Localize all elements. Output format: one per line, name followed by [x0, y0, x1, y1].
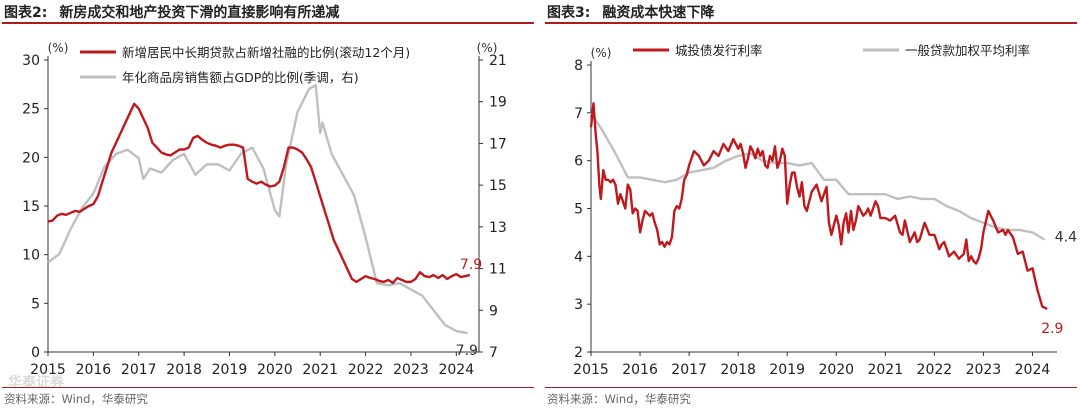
y-right-tick-label: 11: [489, 262, 507, 278]
y-right-tick-label: 19: [489, 95, 507, 111]
x-tick-label: 2018: [720, 362, 756, 378]
title-bar: 图表2: 新房成交和地产投资下滑的直接影响有所递减: [2, 0, 534, 24]
y-axis-right-unit: (%): [477, 41, 498, 55]
x-tick-label: 2021: [867, 362, 903, 378]
series-end-label: 7.9: [460, 257, 482, 273]
line-chart-financing-cost: 2 3 4 5 6 7 8 (%) 2015 2016 2017 2018 2019 2020 2021 20…: [573, 43, 1077, 378]
y-right-tick-label: 13: [489, 220, 507, 236]
source-note: 资料来源：Wind，华泰研究: [4, 392, 148, 406]
legend-label: 一般贷款加权平均利率: [905, 43, 1030, 58]
title-bar: 图表3: 融资成本快速下降: [545, 0, 1077, 24]
x-tick-label: 2024: [1015, 362, 1051, 378]
x-tick-label: 2023: [393, 362, 429, 378]
series-line-gray: [47, 83, 468, 335]
y-axis-left-unit: (%): [48, 41, 69, 55]
chart-panel-left: 图表2: 新房成交和地产投资下滑的直接影响有所递减 0 5 10 15 20 25 30 (%)…: [2, 0, 534, 409]
legend-label: 城投债发行利率: [675, 43, 763, 58]
x-tick-label: 2022: [917, 362, 953, 378]
y-tick-label: 30: [22, 53, 40, 69]
source-bar: 资料来源：Wind，华泰研究: [545, 387, 1077, 408]
x-tick-label: 2016: [76, 362, 112, 378]
x-tick-label: 2015: [30, 362, 66, 378]
x-tick-label: 2020: [818, 362, 854, 378]
x-tick-label: 2015: [573, 362, 609, 378]
y-tick-label: 25: [22, 102, 40, 118]
x-tick-label: 2022: [348, 362, 384, 378]
y-right-tick-label: 17: [489, 136, 507, 152]
y-tick-label: 8: [574, 58, 583, 74]
y-right-tick-label: 15: [489, 178, 507, 194]
figure-title: 融资成本快速下降: [602, 5, 715, 21]
series-end-label: 2.9: [1041, 321, 1063, 337]
x-tick-label: 2018: [166, 362, 202, 378]
legend-label: 年化商品房销售额占GDP的比例(季调，右): [122, 70, 359, 85]
y-tick-label: 3: [574, 297, 583, 313]
figure-number: 图表2:: [4, 5, 48, 21]
y-tick-label: 6: [574, 154, 583, 170]
x-tick-label: 2016: [622, 362, 658, 378]
x-tick-label: 2017: [121, 362, 157, 378]
x-tick-label: 2020: [257, 362, 293, 378]
y-tick-label: 20: [22, 150, 40, 166]
y-tick-label: 7: [574, 106, 583, 122]
series-end-label: 4.4: [1055, 230, 1077, 246]
chart-title: 图表2: 新房成交和地产投资下滑的直接影响有所递减: [4, 2, 339, 22]
x-tick-label: 2023: [966, 362, 1002, 378]
chart-title: 图表3: 融资成本快速下降: [547, 2, 714, 22]
y-tick-label: 0: [31, 345, 40, 361]
y-axis-left-unit: (%): [591, 46, 612, 60]
y-tick-label: 2: [574, 345, 583, 361]
x-tick-label: 2019: [769, 362, 805, 378]
chart-panel-right: 图表3: 融资成本快速下降 2 3 4 5 6 7 8 (%) 2015 2016 2017 2018 2…: [545, 0, 1077, 409]
x-tick-label: 2019: [212, 362, 248, 378]
x-tick-label: 2021: [302, 362, 338, 378]
series-line-red: [47, 102, 471, 285]
y-tick-label: 5: [574, 202, 583, 218]
y-tick-label: 15: [22, 199, 40, 215]
legend-label: 新增居民中长期贷款占新增社融的比例(滚动12个月): [122, 45, 410, 60]
x-tick-label: 2017: [671, 362, 707, 378]
figure-title: 新房成交和地产投资下滑的直接影响有所递减: [59, 5, 340, 21]
y-tick-label: 10: [22, 248, 40, 264]
source-note: 资料来源：Wind，华泰研究: [547, 392, 691, 406]
series-end-label: 7.9: [456, 343, 478, 359]
y-tick-label: 4: [574, 249, 583, 265]
y-right-tick-label: 21: [489, 53, 507, 69]
series-line-gray: [589, 112, 1046, 241]
y-tick-label: 5: [31, 296, 40, 312]
series-line-red: [589, 102, 1048, 310]
y-right-tick-label: 7: [489, 345, 498, 361]
figure-number: 图表3:: [547, 5, 591, 21]
x-tick-label: 2024: [438, 362, 474, 378]
source-bar: 资料来源：Wind，华泰研究: [2, 387, 534, 408]
y-right-tick-label: 9: [489, 303, 498, 319]
